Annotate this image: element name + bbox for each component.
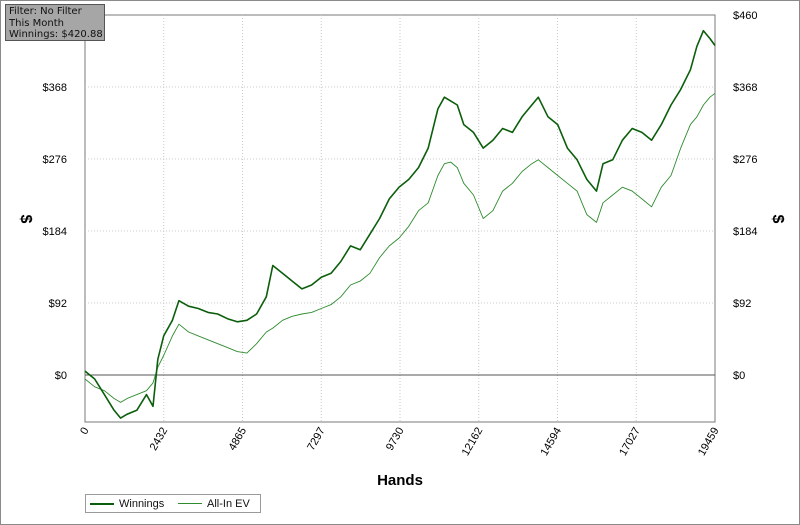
series-layer bbox=[84, 29, 716, 419]
y-tick-label-left: $0 bbox=[55, 370, 67, 382]
x-tick-label: 2432 bbox=[148, 426, 171, 453]
filter-text: Filter: No Filter bbox=[9, 6, 82, 17]
y-tick-label-left: $368 bbox=[43, 82, 67, 94]
y-tick-label-left: $92 bbox=[49, 298, 67, 310]
y-tick-label-right: $92 bbox=[733, 298, 751, 310]
y-tick-label-left: $184 bbox=[43, 226, 67, 238]
legend-label-allin-ev: All-In EV bbox=[207, 497, 250, 510]
x-tick-label: 9730 bbox=[384, 426, 407, 453]
filter-info-box: Filter: No Filter This Month Winnings: $… bbox=[5, 4, 105, 41]
tick-labels: 0 2432 4865 7297 9730 12162 14594 17027 19459 $0 $… bbox=[43, 10, 758, 458]
x-tick-label: 19459 bbox=[696, 426, 722, 458]
y-tick-label-left: $276 bbox=[43, 154, 67, 166]
x-tick-label: 7297 bbox=[305, 426, 328, 453]
x-axis-label: Hands bbox=[377, 472, 423, 489]
winnings-text: Winnings: $420.88 bbox=[9, 29, 103, 40]
x-tick-label: 4865 bbox=[226, 426, 249, 453]
y-tick-label-right: $184 bbox=[733, 226, 757, 238]
legend: Winnings All-In EV bbox=[85, 494, 261, 513]
legend-swatch-allin-ev bbox=[178, 503, 202, 504]
y-axis-label-left: $ bbox=[17, 215, 34, 224]
y-tick-label-right: $460 bbox=[733, 10, 757, 22]
allin-ev-line bbox=[84, 92, 716, 403]
y-tick-label-right: $368 bbox=[733, 82, 757, 94]
legend-item-allin-ev: All-In EV bbox=[178, 495, 250, 512]
winnings-line bbox=[84, 29, 716, 419]
x-tick-label: 12162 bbox=[460, 426, 486, 458]
legend-item-winnings: Winnings bbox=[90, 495, 164, 512]
legend-swatch-winnings bbox=[90, 502, 114, 505]
x-tick-label: 14594 bbox=[538, 426, 564, 458]
gridlines bbox=[85, 15, 715, 422]
y-axis-label-right: $ bbox=[769, 215, 786, 224]
x-tick-label: 0 bbox=[78, 426, 91, 437]
period-text: This Month bbox=[9, 17, 64, 29]
y-tick-label-right: $276 bbox=[733, 154, 757, 166]
legend-label-winnings: Winnings bbox=[119, 497, 165, 510]
y-tick-label-right: $0 bbox=[733, 370, 745, 382]
x-tick-label: 17027 bbox=[617, 426, 643, 458]
